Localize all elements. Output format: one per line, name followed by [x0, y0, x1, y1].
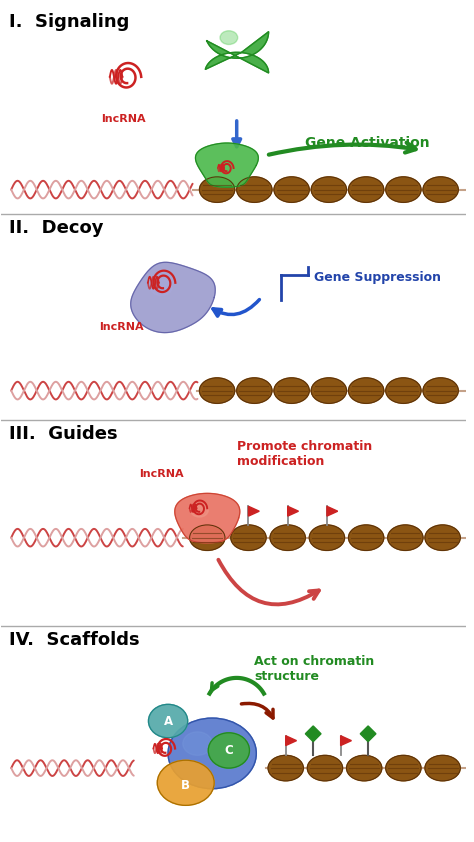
Text: Gene Suppression: Gene Suppression	[314, 271, 441, 285]
Polygon shape	[205, 32, 269, 73]
Text: lncRNA: lncRNA	[139, 469, 183, 479]
Ellipse shape	[386, 755, 421, 781]
Text: III.  Guides: III. Guides	[9, 425, 118, 443]
Ellipse shape	[237, 177, 272, 202]
Ellipse shape	[168, 718, 256, 789]
Ellipse shape	[386, 378, 421, 403]
Ellipse shape	[348, 378, 384, 403]
Ellipse shape	[423, 177, 458, 202]
Text: lncRNA: lncRNA	[100, 322, 144, 332]
Ellipse shape	[348, 525, 384, 551]
Ellipse shape	[425, 755, 460, 781]
Polygon shape	[286, 736, 297, 745]
Ellipse shape	[231, 525, 266, 551]
Ellipse shape	[274, 378, 309, 403]
Ellipse shape	[148, 705, 188, 738]
Ellipse shape	[190, 525, 225, 551]
Polygon shape	[305, 726, 321, 742]
Polygon shape	[288, 506, 299, 516]
Ellipse shape	[311, 177, 346, 202]
Ellipse shape	[346, 755, 382, 781]
Text: lncRNA: lncRNA	[101, 115, 146, 124]
Polygon shape	[195, 143, 258, 187]
Text: B: B	[181, 779, 190, 792]
Ellipse shape	[200, 177, 235, 202]
Ellipse shape	[200, 378, 235, 403]
Text: C: C	[225, 744, 233, 757]
Ellipse shape	[150, 280, 172, 296]
Ellipse shape	[157, 760, 214, 805]
Polygon shape	[327, 506, 337, 516]
Text: I.  Signaling: I. Signaling	[9, 13, 129, 31]
Text: II.  Decoy: II. Decoy	[9, 219, 104, 237]
Ellipse shape	[268, 755, 303, 781]
Ellipse shape	[270, 525, 305, 551]
Ellipse shape	[183, 732, 212, 755]
Text: Gene Activation: Gene Activation	[305, 136, 430, 150]
Polygon shape	[360, 726, 376, 742]
Ellipse shape	[220, 31, 237, 45]
Ellipse shape	[386, 177, 421, 202]
Ellipse shape	[423, 378, 458, 403]
Text: A: A	[164, 715, 173, 727]
Polygon shape	[248, 506, 259, 516]
Ellipse shape	[191, 504, 208, 517]
Ellipse shape	[237, 378, 272, 403]
Ellipse shape	[311, 378, 346, 403]
Ellipse shape	[274, 177, 309, 202]
Polygon shape	[175, 493, 240, 543]
Ellipse shape	[348, 177, 384, 202]
Polygon shape	[131, 263, 215, 333]
Ellipse shape	[388, 525, 423, 551]
Ellipse shape	[307, 755, 343, 781]
Text: Act on chromatin
structure: Act on chromatin structure	[255, 655, 374, 684]
Ellipse shape	[425, 525, 460, 551]
Text: IV.  Scaffolds: IV. Scaffolds	[9, 631, 140, 649]
Polygon shape	[341, 736, 351, 745]
Text: Promote chromatin
modification: Promote chromatin modification	[237, 440, 372, 467]
Ellipse shape	[309, 525, 345, 551]
Ellipse shape	[208, 733, 249, 768]
